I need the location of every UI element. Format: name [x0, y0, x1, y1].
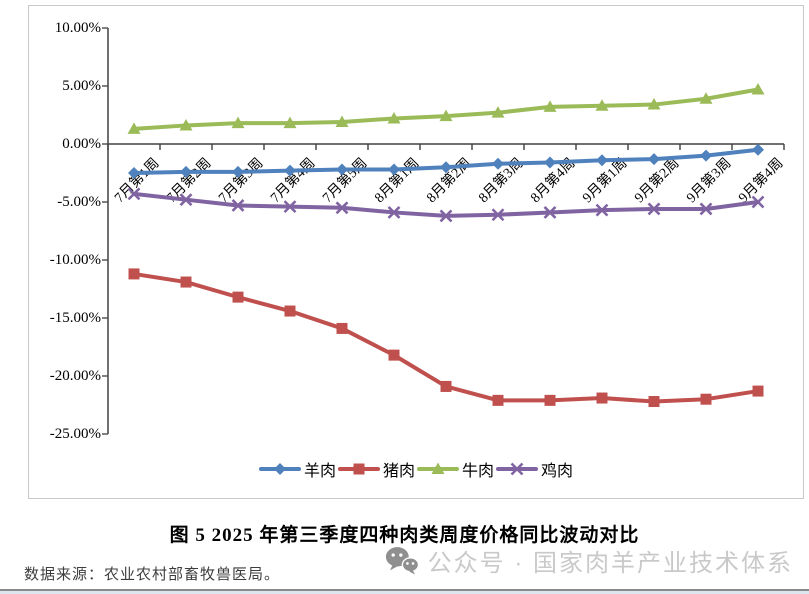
legend-label: 牛肉 — [462, 463, 495, 480]
series-line-鸡肉 — [132, 191, 760, 218]
line-chart — [102, 27, 785, 435]
marker-triangle — [127, 122, 141, 134]
marker-x — [231, 199, 245, 212]
marker-triangle — [431, 462, 445, 474]
marker-diamond — [492, 157, 504, 170]
marker-diamond — [273, 463, 286, 475]
marker-triangle — [179, 118, 193, 131]
marker-square — [388, 349, 400, 361]
marker-diamond — [700, 149, 712, 162]
legend-key-icon — [417, 462, 459, 474]
marker-triangle — [647, 98, 661, 110]
bottom-divider-tint — [0, 591, 809, 594]
marker-triangle — [335, 115, 349, 127]
marker-diamond — [440, 161, 452, 174]
legend-label: 羊肉 — [303, 463, 336, 480]
marker-x — [127, 187, 141, 201]
marker-square — [336, 322, 348, 334]
marker-x — [543, 206, 557, 219]
marker-square — [544, 394, 556, 406]
y-axis-label: -25.00% — [49, 426, 101, 442]
marker-x — [387, 206, 401, 219]
marker-x — [439, 209, 453, 223]
marker-diamond — [180, 165, 192, 178]
marker-triangle — [595, 99, 609, 111]
figure-caption: 图 5 2025 年第三季度四种肉类周度价格同比波动对比 — [169, 525, 640, 546]
marker-triangle — [543, 100, 557, 112]
marker-x — [647, 202, 661, 216]
y-axis-label: -5.00% — [57, 194, 101, 210]
marker-x — [510, 462, 524, 476]
marker-square — [353, 463, 365, 475]
marker-x — [699, 202, 713, 216]
marker-diamond — [388, 163, 400, 176]
marker-triangle — [439, 109, 453, 122]
marker-x — [595, 203, 609, 217]
marker-x — [335, 201, 349, 215]
y-axis-label: -20.00% — [49, 368, 101, 384]
marker-x — [751, 195, 765, 209]
marker-diamond — [596, 154, 608, 167]
marker-square — [596, 392, 608, 404]
marker-diamond — [648, 153, 660, 166]
y-axis-label: 10.00% — [54, 20, 101, 36]
marker-diamond — [128, 167, 140, 179]
marker-square — [440, 380, 452, 392]
y-axis-label: -15.00% — [49, 310, 101, 326]
wechat-icon — [385, 546, 419, 575]
marker-square — [752, 385, 764, 397]
legend-label: 猪肉 — [382, 463, 415, 480]
marker-triangle — [231, 116, 245, 129]
marker-triangle — [283, 116, 297, 129]
watermark: 公众号 · 国家肉羊产业技术体系 — [385, 543, 793, 578]
source-note: 数据来源：农业农村部畜牧兽医局。 — [24, 567, 281, 583]
legend-label: 鸡肉 — [541, 463, 574, 480]
y-axis-label: -10.00% — [49, 252, 101, 268]
marker-diamond — [752, 143, 764, 156]
marker-square — [492, 394, 504, 406]
chart-legend: 羊肉 猪肉 牛肉 鸡肉 — [29, 457, 803, 481]
watermark-text: 公众号 · 国家肉羊产业技术体系 — [427, 550, 793, 577]
legend-item-鸡肉: 鸡肉 — [496, 457, 573, 481]
marker-diamond — [544, 156, 556, 169]
legend-key-icon — [337, 463, 380, 475]
marker-triangle — [751, 82, 765, 95]
bottom-divider — [0, 589, 809, 591]
marker-square — [700, 393, 712, 405]
marker-x — [491, 208, 505, 222]
marker-square — [284, 305, 296, 317]
marker-x — [179, 193, 193, 207]
marker-square — [128, 268, 140, 280]
chart-frame: 10.00% 5.00% 0.00% -5.00% -10.00% -15.00% -20.… — [28, 5, 804, 499]
legend-key-icon — [258, 463, 301, 475]
y-axis-label: 5.00% — [62, 78, 101, 94]
legend-key-icon — [496, 462, 539, 476]
y-axis-label: 0.00% — [62, 136, 101, 152]
marker-triangle — [387, 111, 401, 124]
legend-item-牛肉: 牛肉 — [417, 457, 494, 481]
marker-diamond — [232, 165, 244, 178]
marker-square — [648, 396, 660, 408]
marker-triangle — [699, 92, 713, 104]
marker-triangle — [491, 106, 505, 118]
marker-square — [232, 291, 244, 303]
marker-diamond — [336, 163, 348, 176]
legend-item-猪肉: 猪肉 — [337, 457, 415, 481]
legend-item-羊肉: 羊肉 — [258, 457, 336, 481]
marker-diamond — [284, 164, 296, 177]
marker-square — [180, 276, 192, 288]
marker-x — [283, 200, 297, 214]
series-line-牛肉 — [132, 87, 760, 131]
